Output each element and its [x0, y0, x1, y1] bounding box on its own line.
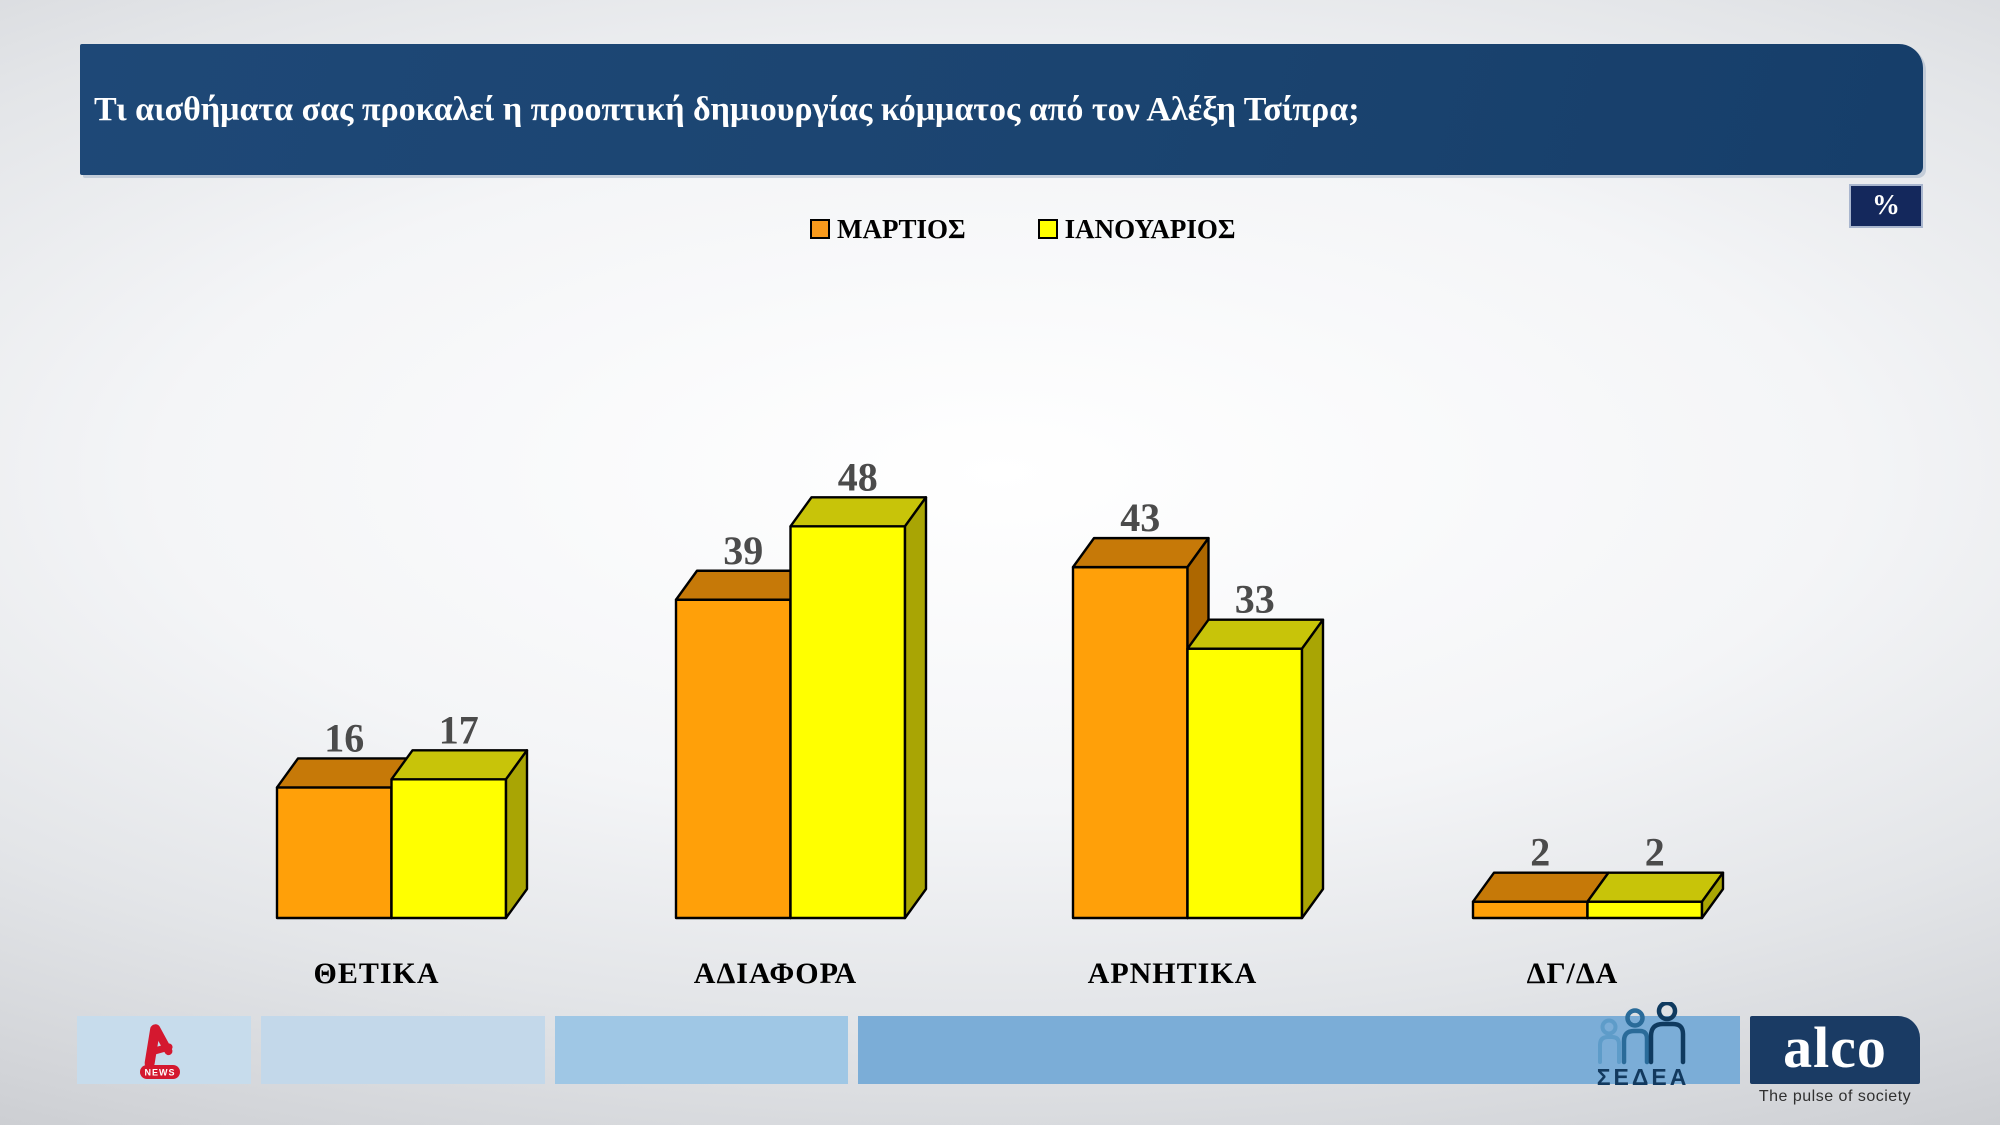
bar-ianouarios-3-front — [1586, 900, 1704, 920]
bar-ianouarios-0-side — [504, 749, 529, 920]
footer-segment-4 — [858, 1016, 1740, 1084]
value-label: 2 — [1645, 830, 1665, 875]
news-label: NEWS — [145, 1068, 176, 1078]
legend-label: ΜΑΡΤΙΟΣ — [837, 213, 966, 244]
category-label: ΘΕΤΙΚΑ — [313, 957, 439, 990]
value-label: 2 — [1530, 830, 1550, 875]
sedea-person-large-icon — [1648, 1002, 1686, 1065]
alpha-news-logo: NEWS — [140, 1024, 180, 1079]
legend-swatch — [1037, 219, 1058, 239]
value-label: 48 — [838, 454, 878, 499]
sedea-logo — [1598, 1002, 1686, 1065]
legend-item-martios: ΜΑΡΤΙΟΣ — [810, 213, 966, 244]
bar-martios-2-top — [1071, 536, 1210, 569]
bar-martios-1-front — [674, 598, 792, 920]
bar-ianouarios-0-front — [390, 778, 508, 920]
value-label: 17 — [439, 707, 479, 752]
value-label: 16 — [324, 715, 364, 760]
alco-tagline: The pulse of society — [1758, 1088, 1912, 1105]
legend-item-ianouarios: ΙΑΝΟΥΑΡΙΟΣ — [1037, 213, 1236, 244]
chart-legend: ΜΑΡΤΙΟΣ ΙΑΝΟΥΑΡΙΟΣ — [810, 212, 1236, 246]
bar-martios-0-front — [275, 786, 393, 920]
news-pill — [140, 1065, 180, 1079]
value-label: 33 — [1235, 577, 1275, 622]
bar-ianouarios-1-top — [789, 496, 928, 528]
sedea-label: ΣΕΔΕΑ — [1596, 1064, 1690, 1090]
value-label: 39 — [723, 528, 763, 573]
bar-ianouarios-1-side — [903, 496, 928, 920]
bar-martios-3-top — [1471, 871, 1610, 903]
category-label: ΔΓ/ΔΑ — [1527, 957, 1619, 990]
bar-ianouarios-0-top — [390, 749, 529, 781]
bar-ianouarios-2-front — [1186, 647, 1304, 920]
bar-martios-2-front — [1071, 565, 1189, 920]
bar-martios-3-front — [1471, 900, 1589, 920]
percent-unit-badge: % — [1849, 184, 1923, 228]
title-bar: Τι αισθήματα σας προκαλεί η προοπτική δη… — [80, 44, 1923, 175]
bar-ianouarios-3-top — [1586, 871, 1725, 903]
bar-ianouarios-3-side — [1700, 871, 1725, 920]
sedea-person-medium-icon — [1621, 1008, 1650, 1065]
alco-logo: alco — [1750, 1016, 1920, 1084]
page-title: Τι αισθήματα σας προκαλεί η προοπτική δη… — [94, 91, 1360, 128]
legend-label: ΙΑΝΟΥΑΡΙΟΣ — [1064, 213, 1236, 244]
bar-ianouarios-1-front — [789, 525, 907, 920]
bar-ianouarios-2-top — [1186, 618, 1325, 650]
footer-segment-2 — [261, 1016, 545, 1084]
bar-ianouarios-2-side — [1300, 618, 1325, 920]
alpha-a-icon — [144, 1024, 173, 1069]
value-label: 43 — [1120, 495, 1160, 540]
sedea-person-small-icon — [1598, 1018, 1621, 1064]
legend-swatch — [810, 219, 830, 239]
footer-segment-3 — [555, 1016, 848, 1084]
category-label: ΑΔΙΑΦΟΡΑ — [694, 957, 857, 990]
category-label: ΑΡΝΗΤΙΚΑ — [1088, 957, 1258, 990]
